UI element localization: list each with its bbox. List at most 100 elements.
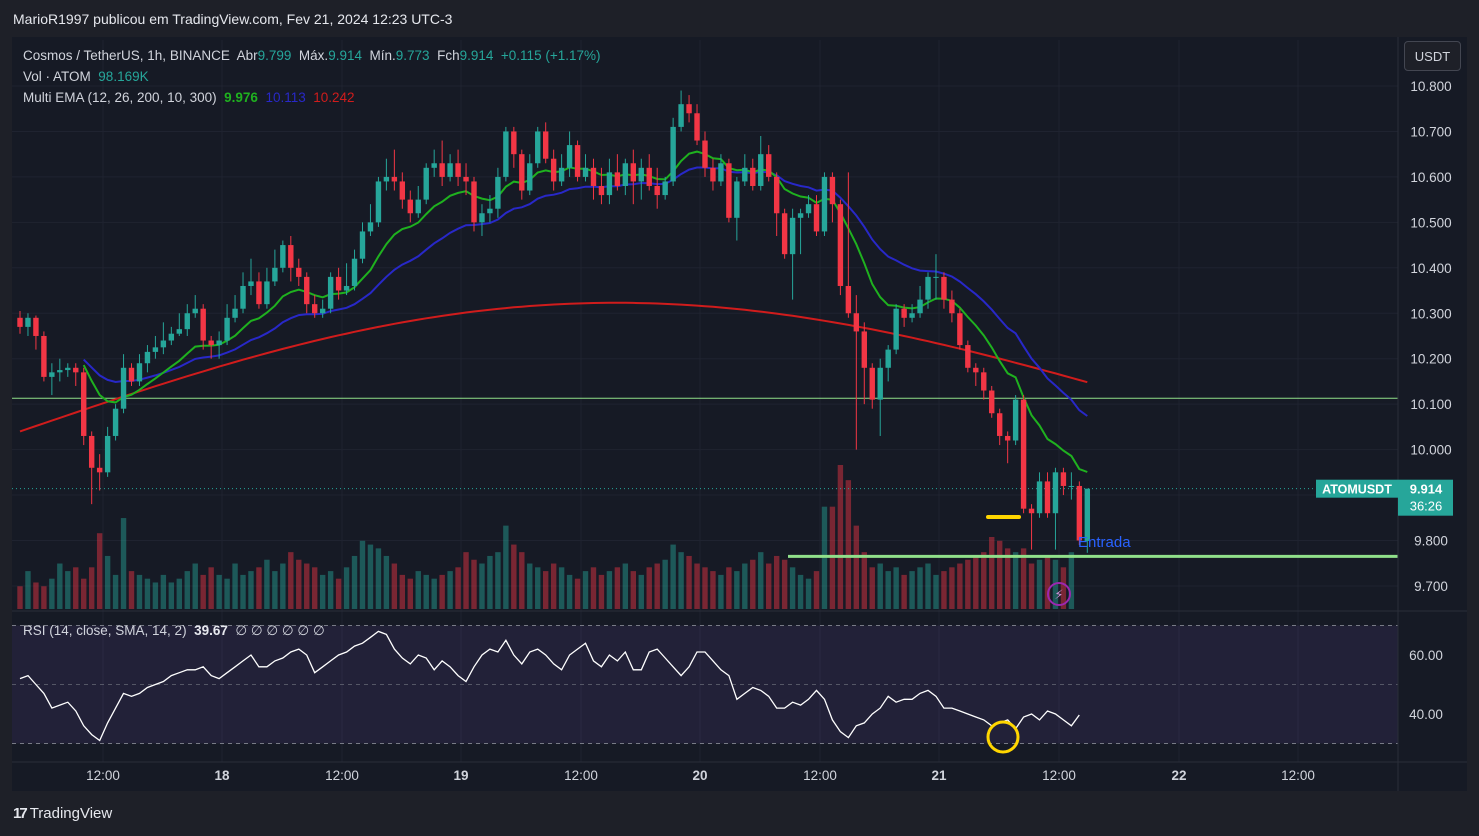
volume-bar <box>614 567 621 609</box>
volume-bar <box>399 574 406 609</box>
volume-bar <box>296 559 302 609</box>
volume-bar <box>1020 548 1027 609</box>
volume-bar <box>1028 563 1035 609</box>
rsi-legend: RSI (14, close, SMA, 14, 2) 39.67 ∅ ∅ ∅ … <box>23 623 325 639</box>
candle-body <box>304 276 310 305</box>
volume-bar <box>248 571 254 609</box>
ema-layer <box>19 150 1088 473</box>
price-tag-countdown: 36:26 <box>1410 499 1443 514</box>
volume-bar <box>304 563 310 609</box>
volume-bar <box>1004 548 1011 609</box>
volume-bar <box>1036 559 1043 609</box>
price-tick-label: 10.100 <box>1410 397 1451 412</box>
currency-button[interactable]: USDT <box>1404 41 1461 71</box>
bottom-bar <box>0 792 1479 836</box>
volume-bar <box>33 582 39 609</box>
ema-300-line <box>19 301 1088 433</box>
volume-bar <box>885 571 891 609</box>
volume-bar <box>781 559 788 609</box>
volume-bar <box>144 578 151 609</box>
volume-bar <box>81 578 87 609</box>
candle-body <box>1004 435 1011 441</box>
rsi-line <box>19 630 1080 742</box>
volume-bar <box>726 567 732 609</box>
candle-body <box>582 167 589 177</box>
candle-body <box>1036 481 1043 514</box>
price-tick-label: 9.800 <box>1414 534 1448 549</box>
volume-bar <box>455 567 461 609</box>
candle-body <box>120 367 127 409</box>
volume-bar <box>949 567 955 609</box>
candle-body <box>415 199 421 214</box>
candle-body <box>750 167 756 186</box>
volume-bar <box>590 567 597 609</box>
candle-body <box>208 340 214 346</box>
candle-body <box>606 172 613 196</box>
volume-bar <box>200 574 206 609</box>
legend-low: 9.773 <box>395 48 430 63</box>
alert-bolt-icon-ring <box>1047 582 1071 606</box>
candle-body <box>909 313 915 318</box>
price-tick-label: 9.700 <box>1414 579 1448 594</box>
volume-bar <box>766 563 772 609</box>
volume-bar <box>742 563 748 609</box>
candle-body <box>487 208 493 214</box>
candle-body <box>558 167 565 182</box>
chart-frame[interactable] <box>12 37 1467 791</box>
volume-bar <box>208 567 214 609</box>
volume-bar <box>670 544 676 609</box>
candle-body <box>423 167 429 200</box>
volume-bar <box>582 571 589 609</box>
volume-bar <box>471 559 477 609</box>
candle-body <box>527 163 533 191</box>
volume-bar <box>479 563 485 609</box>
candle-body <box>805 204 812 214</box>
candle-body <box>327 276 334 309</box>
volume-bar <box>909 571 915 609</box>
candle-body <box>49 372 55 377</box>
candle-body <box>375 181 382 223</box>
candle-body <box>893 308 899 350</box>
candle-body <box>941 276 947 300</box>
candle-body <box>622 163 629 186</box>
candle-body <box>925 276 931 300</box>
volume-bar <box>359 540 366 609</box>
candle-body <box>455 163 461 177</box>
candle-body <box>383 176 390 182</box>
tradingview-logo[interactable]: 17 TradingView <box>13 805 112 822</box>
volume-bar <box>264 559 270 609</box>
volume-bar <box>558 567 565 609</box>
candle-body <box>335 276 342 291</box>
candle-body <box>837 204 844 286</box>
volume-bar <box>989 537 995 609</box>
volume-bar <box>773 555 780 609</box>
symbol-tag-bg <box>1316 479 1398 498</box>
candle-body <box>614 172 621 186</box>
volume-bar <box>662 559 668 609</box>
volume-bar <box>917 567 923 609</box>
candle-body <box>718 163 724 182</box>
volume-bar <box>598 574 605 609</box>
candle-body <box>248 281 254 286</box>
top-bar: MarioR1997 publicou em TradingView.com, … <box>0 0 1479 38</box>
volume-bar <box>439 574 445 609</box>
candle-body <box>702 140 708 168</box>
candle-body <box>662 181 668 196</box>
volume-bar <box>96 533 103 609</box>
candle-body <box>1012 399 1019 441</box>
legend-ema-mid: 10.113 <box>265 90 306 105</box>
volume-bar <box>415 571 421 609</box>
candle-body <box>901 308 907 318</box>
time-tick-label: 20 <box>692 768 707 783</box>
volume-bar <box>511 544 517 609</box>
candle-body <box>542 131 549 159</box>
volume-bar <box>288 552 294 609</box>
candle-body <box>670 126 676 182</box>
volume-bar <box>503 525 509 609</box>
candle-body <box>726 163 732 218</box>
candle-body <box>359 231 366 259</box>
price-tick-label: 10.600 <box>1410 170 1451 185</box>
candle-body <box>351 258 358 286</box>
candle-body <box>224 317 230 341</box>
